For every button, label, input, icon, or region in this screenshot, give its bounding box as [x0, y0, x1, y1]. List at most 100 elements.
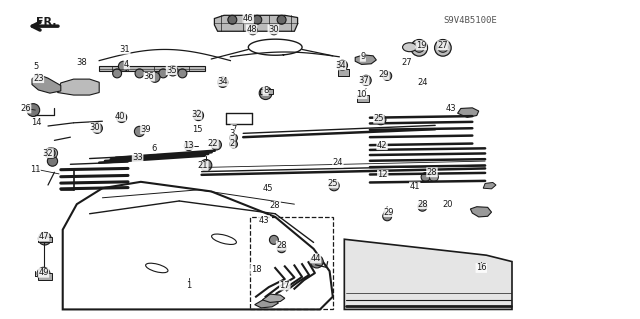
Text: 36: 36	[144, 72, 154, 81]
Circle shape	[27, 104, 40, 116]
Text: 31: 31	[120, 45, 130, 54]
Text: 14: 14	[31, 118, 42, 127]
Circle shape	[411, 40, 428, 56]
Text: 42: 42	[377, 141, 387, 150]
Text: 47: 47	[38, 232, 49, 241]
Circle shape	[184, 142, 193, 151]
Circle shape	[45, 148, 55, 158]
Text: 38: 38	[77, 58, 87, 67]
Text: 9: 9	[360, 52, 365, 61]
Circle shape	[269, 235, 278, 244]
Text: 46: 46	[243, 14, 253, 23]
Circle shape	[435, 40, 451, 56]
Text: 32: 32	[43, 149, 53, 158]
Circle shape	[248, 26, 257, 35]
Text: 35: 35	[166, 66, 177, 75]
Text: S9V4B5100E: S9V4B5100E	[444, 16, 497, 25]
Circle shape	[118, 61, 129, 71]
Text: 22: 22	[208, 139, 218, 148]
Circle shape	[414, 42, 424, 52]
Text: 41: 41	[410, 182, 420, 191]
Circle shape	[421, 173, 430, 182]
Text: 44: 44	[310, 254, 321, 263]
Polygon shape	[483, 182, 496, 189]
Circle shape	[47, 148, 58, 158]
Text: 19: 19	[416, 41, 426, 50]
Polygon shape	[32, 74, 61, 93]
Circle shape	[200, 160, 212, 171]
Text: 33: 33	[132, 153, 143, 162]
Circle shape	[310, 255, 323, 268]
Circle shape	[159, 69, 168, 78]
Text: 27: 27	[438, 41, 448, 50]
Text: 4: 4	[124, 60, 129, 69]
Text: 28: 28	[417, 200, 428, 209]
Text: 16: 16	[476, 263, 486, 272]
Polygon shape	[355, 55, 376, 64]
Text: 26: 26	[20, 104, 31, 113]
Text: 37: 37	[358, 76, 369, 85]
Text: 43: 43	[446, 104, 456, 113]
Circle shape	[361, 75, 371, 85]
Text: 7: 7	[231, 125, 236, 134]
Polygon shape	[214, 15, 298, 31]
Text: 17: 17	[280, 281, 290, 290]
Circle shape	[418, 202, 427, 211]
Circle shape	[383, 71, 392, 80]
Circle shape	[116, 112, 127, 122]
Circle shape	[178, 69, 187, 78]
Ellipse shape	[403, 43, 417, 52]
Bar	[38, 237, 52, 242]
Text: 11: 11	[30, 165, 40, 174]
Text: 32: 32	[191, 110, 202, 119]
Text: 43: 43	[259, 216, 269, 225]
Bar	[338, 69, 349, 76]
Circle shape	[429, 173, 438, 182]
Text: 10: 10	[356, 90, 367, 99]
Circle shape	[211, 140, 221, 150]
Polygon shape	[99, 66, 205, 71]
Circle shape	[383, 212, 392, 221]
Polygon shape	[458, 108, 479, 117]
Text: 13: 13	[184, 141, 194, 150]
Text: 24: 24	[417, 78, 428, 87]
Circle shape	[37, 267, 50, 280]
Circle shape	[277, 15, 286, 24]
Circle shape	[269, 26, 278, 35]
Bar	[338, 69, 349, 76]
Circle shape	[150, 72, 160, 82]
Text: 28: 28	[276, 241, 287, 250]
Circle shape	[337, 60, 348, 70]
Text: 27: 27	[401, 58, 412, 67]
Text: 29: 29	[384, 208, 394, 217]
Bar	[38, 273, 52, 280]
Bar	[260, 89, 273, 94]
Text: 49: 49	[38, 268, 49, 277]
Text: 45: 45	[262, 184, 273, 193]
Circle shape	[438, 42, 448, 52]
Polygon shape	[58, 79, 99, 95]
Text: 28: 28	[427, 168, 437, 177]
Text: 29: 29	[379, 70, 389, 79]
Circle shape	[113, 69, 122, 78]
Polygon shape	[344, 239, 512, 309]
Text: 2: 2	[230, 139, 235, 148]
Text: 21: 21	[198, 161, 208, 170]
Text: 6: 6	[151, 144, 156, 153]
Text: 34: 34	[335, 61, 346, 70]
Circle shape	[134, 126, 145, 137]
Text: 18: 18	[251, 265, 261, 274]
Text: 8: 8	[263, 86, 268, 95]
Text: 23: 23	[33, 74, 44, 83]
Polygon shape	[470, 207, 492, 217]
Circle shape	[218, 77, 228, 87]
Circle shape	[277, 244, 286, 253]
Circle shape	[376, 115, 386, 125]
Text: 40: 40	[115, 112, 125, 121]
Circle shape	[329, 181, 339, 191]
Text: 39: 39	[141, 125, 151, 134]
Text: 25: 25	[328, 179, 338, 188]
Text: 30: 30	[90, 123, 100, 132]
Circle shape	[230, 140, 237, 148]
Circle shape	[228, 15, 237, 24]
